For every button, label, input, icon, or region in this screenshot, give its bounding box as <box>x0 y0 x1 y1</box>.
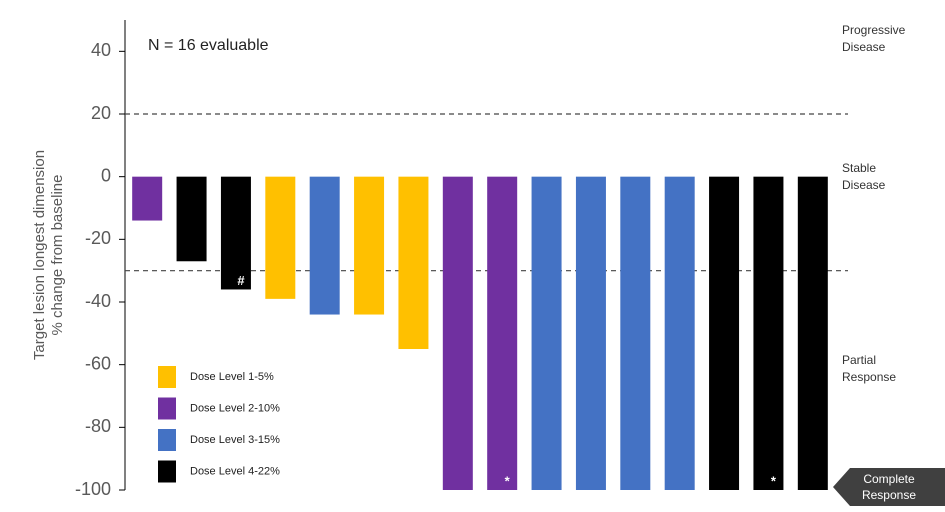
region-label: Partial Response <box>842 353 896 384</box>
bar <box>487 176 518 490</box>
bar <box>265 176 296 299</box>
y-axis-title: Target lesion longest dimension <box>31 150 48 360</box>
bar-annotation: # <box>237 273 245 288</box>
bar <box>531 176 562 490</box>
y-tick-label: 20 <box>91 103 111 123</box>
bar <box>797 176 828 490</box>
bar <box>442 176 473 490</box>
bar-annotation: * <box>771 473 777 488</box>
bar <box>398 176 429 349</box>
bar <box>354 176 385 315</box>
region-label: Stable Disease <box>842 161 886 192</box>
y-tick-label: 40 <box>91 40 111 60</box>
y-tick-label: -20 <box>85 228 111 248</box>
bar <box>664 176 695 490</box>
legend-label: Dose Level 4-22% <box>190 465 280 477</box>
legend-label: Dose Level 3-15% <box>190 434 280 446</box>
bar <box>620 176 651 490</box>
legend-swatch <box>158 460 176 483</box>
bar-annotation: * <box>505 473 511 488</box>
legend-swatch <box>158 397 176 420</box>
y-tick-label: -40 <box>85 291 111 311</box>
y-tick-label: -60 <box>85 353 111 373</box>
bar <box>709 176 740 490</box>
y-tick-label: 0 <box>101 165 111 185</box>
complete-label: Complete Response <box>862 472 916 502</box>
bar <box>220 176 251 290</box>
y-tick-label: -80 <box>85 416 111 436</box>
bar <box>575 176 606 490</box>
y-tick-label: -100 <box>75 479 111 499</box>
legend-swatch <box>158 429 176 451</box>
bar <box>309 176 340 315</box>
annotation: N = 16 evaluable <box>148 37 269 54</box>
legend-label: Dose Level 1-5% <box>190 371 274 383</box>
y-axis-title: % change from baseline <box>49 175 66 336</box>
region-label: Progressive Disease <box>842 23 906 54</box>
complete-response-arrow <box>833 468 945 506</box>
bar <box>132 176 163 221</box>
bar <box>753 176 784 490</box>
legend-label: Dose Level 2-10% <box>190 402 280 414</box>
legend-swatch <box>158 366 176 388</box>
bar <box>176 176 207 262</box>
